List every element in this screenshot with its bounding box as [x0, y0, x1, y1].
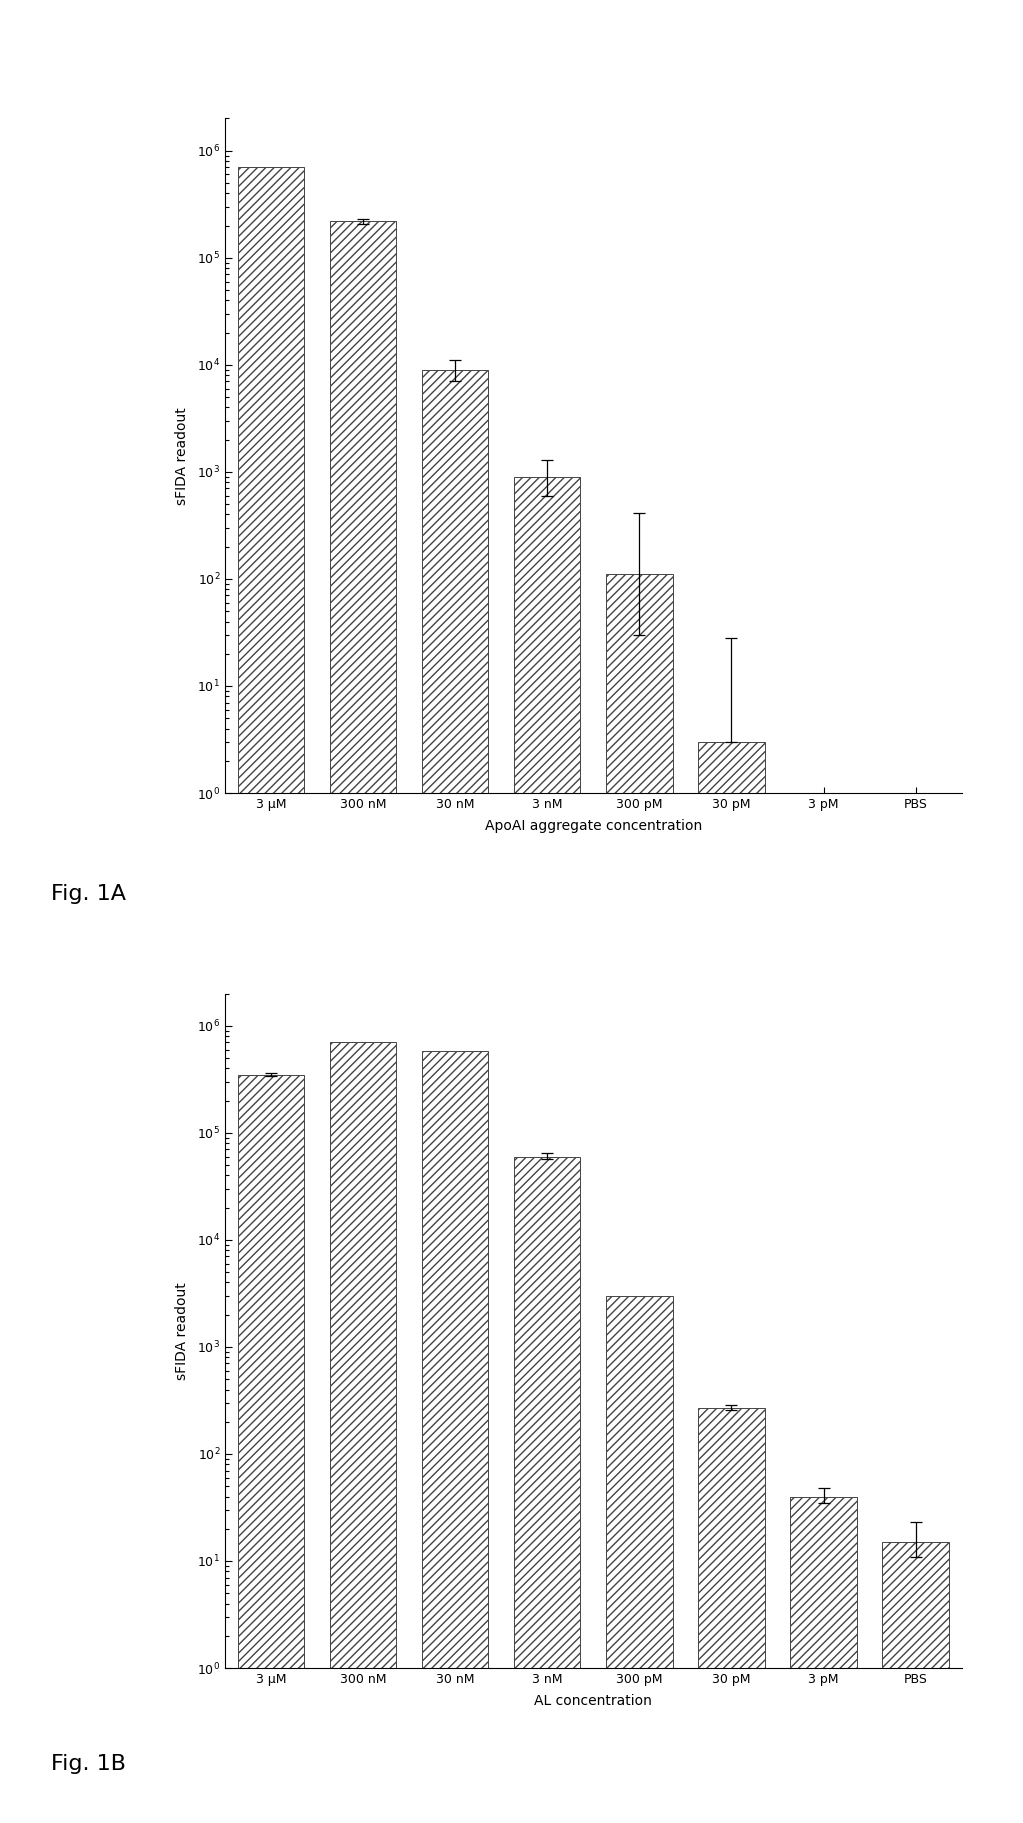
Text: Fig. 1A: Fig. 1A	[51, 884, 126, 904]
Bar	[699, 1407, 764, 1823]
Bar	[330, 221, 396, 1823]
Bar	[607, 574, 672, 1823]
Bar	[515, 1156, 580, 1823]
Bar	[699, 742, 764, 1823]
Y-axis label: sFIDA readout: sFIDA readout	[175, 407, 189, 505]
Text: Fig. 1B: Fig. 1B	[51, 1754, 126, 1774]
Bar	[238, 1074, 304, 1823]
Bar	[607, 1296, 672, 1823]
Bar	[791, 1497, 856, 1823]
X-axis label: ApoAI aggregate concentration: ApoAI aggregate concentration	[485, 819, 702, 833]
Y-axis label: sFIDA readout: sFIDA readout	[175, 1282, 189, 1380]
Bar	[422, 1052, 488, 1823]
Bar	[883, 1542, 948, 1823]
X-axis label: AL concentration: AL concentration	[534, 1694, 653, 1708]
Bar	[330, 1043, 396, 1823]
Bar	[238, 168, 304, 1823]
Bar	[515, 478, 580, 1823]
Bar	[422, 370, 488, 1823]
